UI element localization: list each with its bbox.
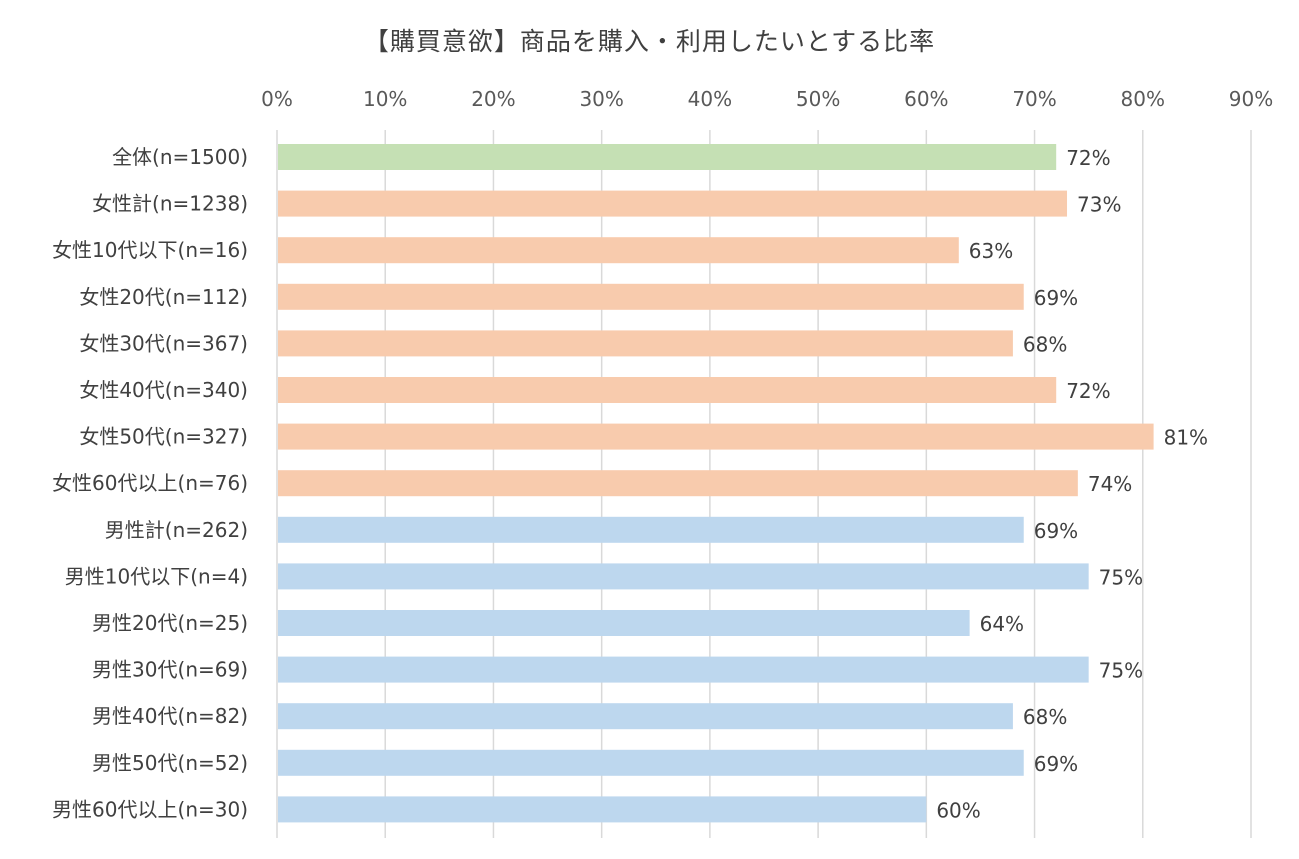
bar [278,749,1024,776]
category-label: 男性60代以上(n=30) [52,797,248,821]
bar [278,796,927,823]
bar [278,423,1154,450]
category-label: 女性50代(n=327) [79,425,248,449]
bar [278,563,1089,590]
data-label: 75% [1099,659,1143,683]
bar [278,190,1068,217]
category-label: 女性60代以上(n=76) [52,471,248,495]
data-label: 72% [1066,379,1110,403]
bar [278,656,1089,683]
x-tick-label: 30% [579,87,623,111]
category-label: 全体(n=1500) [112,145,248,169]
bar [278,330,1013,357]
x-tick-label: 0% [261,87,293,111]
bar [278,610,970,636]
data-label: 69% [1034,752,1078,776]
x-tick-label: 70% [1012,87,1056,111]
category-label: 男性30代(n=69) [92,658,248,682]
bar [278,144,1057,170]
x-tick-label: 60% [904,87,948,111]
chart-title: 【購買意欲】商品を購入・利用したいとする比率 [363,27,936,56]
data-label: 68% [1023,332,1067,356]
category-label: 男性20代(n=25) [92,611,248,635]
category-label: 女性30代(n=367) [79,331,248,355]
bar [278,377,1057,403]
bar [278,283,1024,310]
data-label: 81% [1164,426,1208,450]
data-label: 63% [969,239,1013,263]
category-label: 男性10代以下(n=4) [65,564,248,588]
x-tick-label: 40% [688,87,732,111]
category-label: 男性40代(n=82) [92,704,248,728]
category-label: 女性計(n=1238) [92,192,248,216]
x-tick-label: 20% [471,87,515,111]
x-tick-label: 10% [363,87,407,111]
data-label: 72% [1066,146,1110,170]
data-label: 64% [980,612,1024,636]
bar [278,516,1024,543]
category-label: 女性20代(n=112) [79,285,248,309]
bar [278,703,1013,730]
data-label: 75% [1099,565,1143,589]
bar [278,470,1078,497]
x-tick-label: 50% [796,87,840,111]
data-label: 74% [1088,472,1132,496]
category-label: 女性40代(n=340) [79,378,248,402]
data-label: 60% [936,798,980,822]
x-tick-label: 80% [1121,87,1165,111]
category-label: 女性10代以下(n=16) [52,238,248,262]
data-label: 69% [1034,286,1078,310]
category-label: 男性50代(n=52) [92,751,248,775]
x-tick-label: 90% [1229,87,1273,111]
bar [278,237,959,264]
data-label: 73% [1077,193,1121,217]
category-label: 男性計(n=262) [105,518,248,542]
data-label: 68% [1023,705,1067,729]
data-label: 69% [1034,519,1078,543]
